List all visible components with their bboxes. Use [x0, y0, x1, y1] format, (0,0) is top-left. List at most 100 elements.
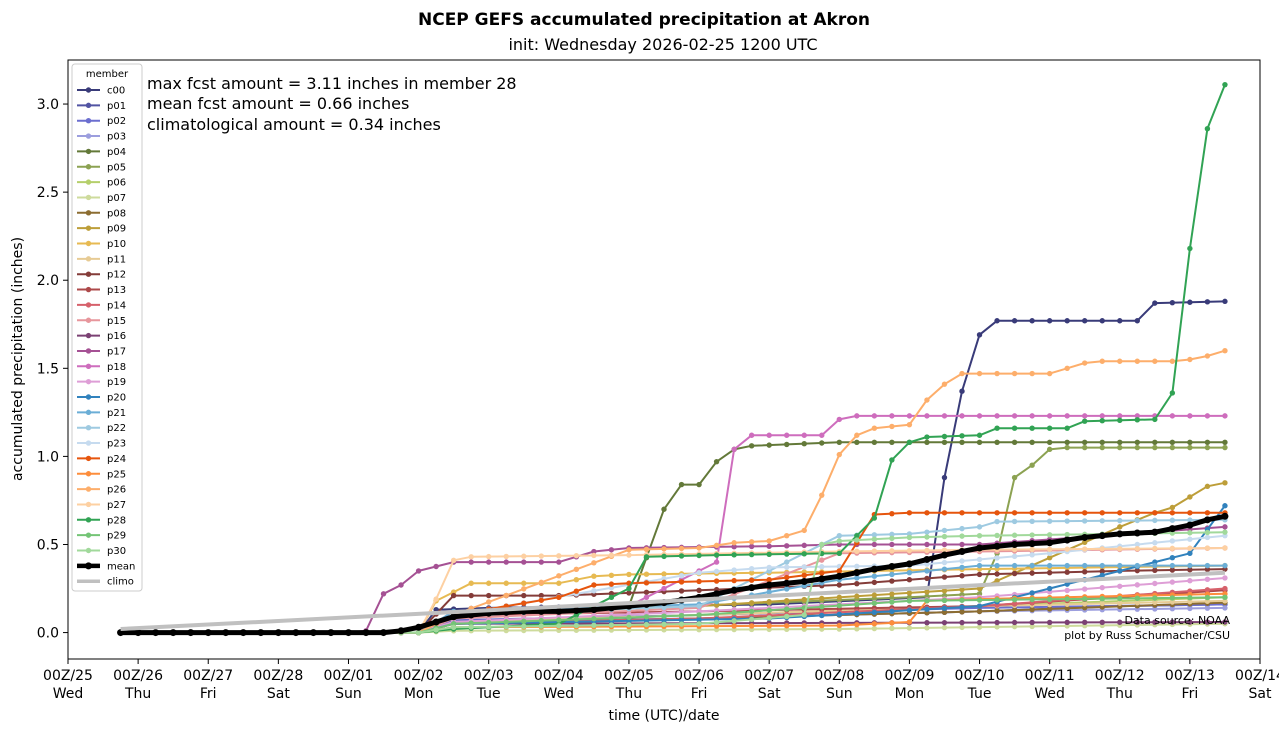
point-p22 [1169, 517, 1176, 523]
point-p10 [573, 577, 580, 583]
point-mean [537, 607, 545, 615]
point-p22 [1046, 518, 1053, 524]
x-tick-label: 00Z/05 [604, 668, 654, 684]
point-p30 [661, 621, 667, 627]
point-p12 [1152, 567, 1158, 574]
legend-item-p22: p22 [77, 423, 126, 434]
point-p17 [521, 559, 527, 565]
point-p21 [1134, 562, 1140, 569]
point-p19 [1152, 580, 1158, 587]
point-p17 [398, 582, 404, 588]
point-p29 [1011, 596, 1018, 603]
point-p28 [1099, 418, 1105, 424]
point-p12 [1099, 568, 1105, 575]
point-p26 [1011, 370, 1018, 377]
x-tick-label: 00Z/10 [955, 668, 1005, 684]
point-c00 [1011, 318, 1018, 324]
point-p08 [994, 608, 1000, 614]
point-p18 [976, 413, 983, 419]
point-p17 [486, 559, 492, 565]
point-c00 [1029, 318, 1035, 324]
point-p16 [1187, 619, 1193, 625]
point-p24 [906, 510, 913, 516]
legend-label: p15 [107, 316, 126, 327]
point-mean [748, 584, 756, 592]
point-p10 [556, 580, 562, 586]
point-c00 [1064, 318, 1070, 324]
point-p07 [1011, 623, 1018, 630]
point-p27 [854, 548, 860, 555]
point-p03 [1222, 605, 1228, 611]
point-p04 [1134, 439, 1140, 446]
point-p07 [1029, 623, 1035, 630]
point-p29 [696, 612, 702, 618]
point-c00 [1099, 318, 1105, 324]
point-p29 [941, 597, 948, 604]
x-tick-day-label: Sat [267, 686, 290, 702]
point-p26 [976, 370, 983, 377]
point-mean [923, 555, 931, 563]
point-p18 [731, 446, 737, 453]
legend-items: c00 p01 p02 p03 p04 p05 p06 p07 p08 p09 p10 p11 p12 p… [77, 86, 135, 588]
point-p21 [1187, 562, 1193, 569]
legend-item-p29: p29 [77, 531, 126, 542]
point-p09 [784, 597, 790, 604]
x-tick-label: 00Z/01 [324, 668, 374, 684]
point-p28 [1204, 126, 1211, 132]
point-p30 [748, 616, 755, 623]
point-p21 [1064, 562, 1070, 569]
legend-marker [85, 256, 92, 262]
point-c00 [1222, 298, 1228, 305]
point-p27 [626, 552, 632, 558]
point-p29 [766, 607, 772, 613]
point-p08 [959, 609, 965, 615]
point-mean [1151, 528, 1159, 536]
point-p05 [1082, 444, 1088, 451]
point-p04 [713, 458, 720, 465]
point-p27 [433, 596, 439, 602]
point-p18 [1204, 413, 1211, 419]
legend-label: p12 [107, 270, 126, 281]
point-p26 [871, 425, 878, 431]
point-p29 [608, 615, 615, 621]
legend-marker [85, 225, 92, 231]
point-p17 [503, 559, 509, 565]
point-p23 [1011, 553, 1018, 560]
point-p30 [503, 623, 509, 630]
point-p17 [731, 543, 737, 550]
point-p24 [801, 572, 807, 579]
point-p27 [608, 552, 615, 558]
stat-max-amount: max fcst amount = 3.11 inches in member … [147, 74, 517, 93]
point-p25 [906, 619, 913, 625]
point-p20 [976, 603, 983, 609]
point-p07 [871, 625, 878, 632]
point-p27 [1099, 546, 1105, 552]
point-p26 [854, 432, 860, 438]
point-p24 [784, 574, 790, 581]
point-p15 [819, 557, 825, 563]
x-tick-label: 00Z/25 [43, 668, 93, 684]
point-mean [940, 551, 948, 559]
point-p24 [959, 510, 965, 516]
y-axis-label: accumulated precipitation (inches) [10, 237, 26, 481]
legend-marker [85, 471, 92, 477]
point-p27 [1187, 545, 1193, 551]
legend-marker [85, 240, 92, 247]
point-p18 [906, 413, 913, 419]
point-p28 [1046, 425, 1053, 431]
point-p30 [626, 622, 632, 628]
point-mean [309, 629, 317, 637]
point-p20 [661, 617, 667, 623]
point-p29 [906, 598, 913, 604]
point-c00 [1117, 318, 1123, 324]
legend-label: p11 [107, 254, 126, 265]
point-p18 [836, 416, 842, 423]
y-axis: 0.0 0.5 1.0 1.5 2.0 2.5 3.0 [37, 97, 68, 642]
point-p28 [784, 551, 790, 557]
point-p16 [1134, 619, 1140, 625]
legend-marker [85, 409, 92, 416]
point-p25 [854, 621, 860, 628]
point-p12 [1046, 569, 1053, 576]
point-p28 [1134, 417, 1140, 423]
point-p05 [1204, 444, 1211, 451]
